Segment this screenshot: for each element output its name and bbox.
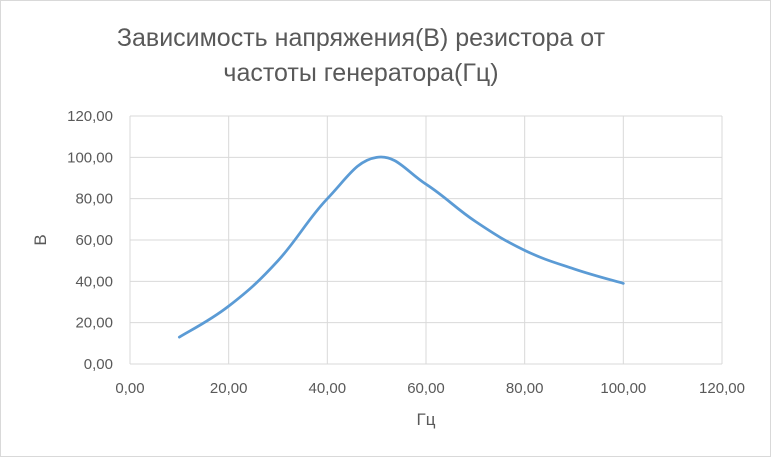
y-tick-label: 20,00 — [75, 315, 113, 332]
y-axis-title: В — [31, 234, 50, 245]
series-line — [177, 155, 625, 339]
x-tick-label: 60,00 — [407, 380, 445, 397]
series-layer — [177, 155, 625, 339]
x-tick-label: 20,00 — [210, 380, 248, 397]
y-tick-label: 100,00 — [67, 149, 113, 166]
chart-title-line-2: частоты генератора(Гц) — [223, 59, 499, 87]
y-tick-label: 40,00 — [75, 273, 113, 290]
y-tick-labels: 0,00 20,00 40,00 60,00 80,00 100,00 120,00 — [67, 108, 113, 373]
x-tick-label: 40,00 — [309, 380, 347, 397]
chart-title-line-1: Зависимость напряжения(В) резистора от — [116, 24, 606, 52]
x-tick-labels: 0,00 20,00 40,00 60,00 80,00 100,00 120,00 — [115, 380, 745, 397]
y-tick-label: 60,00 — [75, 232, 113, 249]
x-axis-title: Гц — [417, 410, 436, 429]
chart-title: Зависимость напряжения(В) резистора от ч… — [61, 21, 661, 91]
y-tick-label: 120,00 — [67, 108, 113, 125]
x-tick-label: 120,00 — [699, 380, 745, 397]
x-tick-label: 100,00 — [600, 380, 646, 397]
horizontal-gridlines — [130, 115, 722, 365]
x-tick-label: 0,00 — [115, 380, 144, 397]
x-tick-label: 80,00 — [506, 380, 544, 397]
y-tick-label: 0,00 — [84, 356, 113, 373]
y-tick-label: 80,00 — [75, 191, 113, 208]
